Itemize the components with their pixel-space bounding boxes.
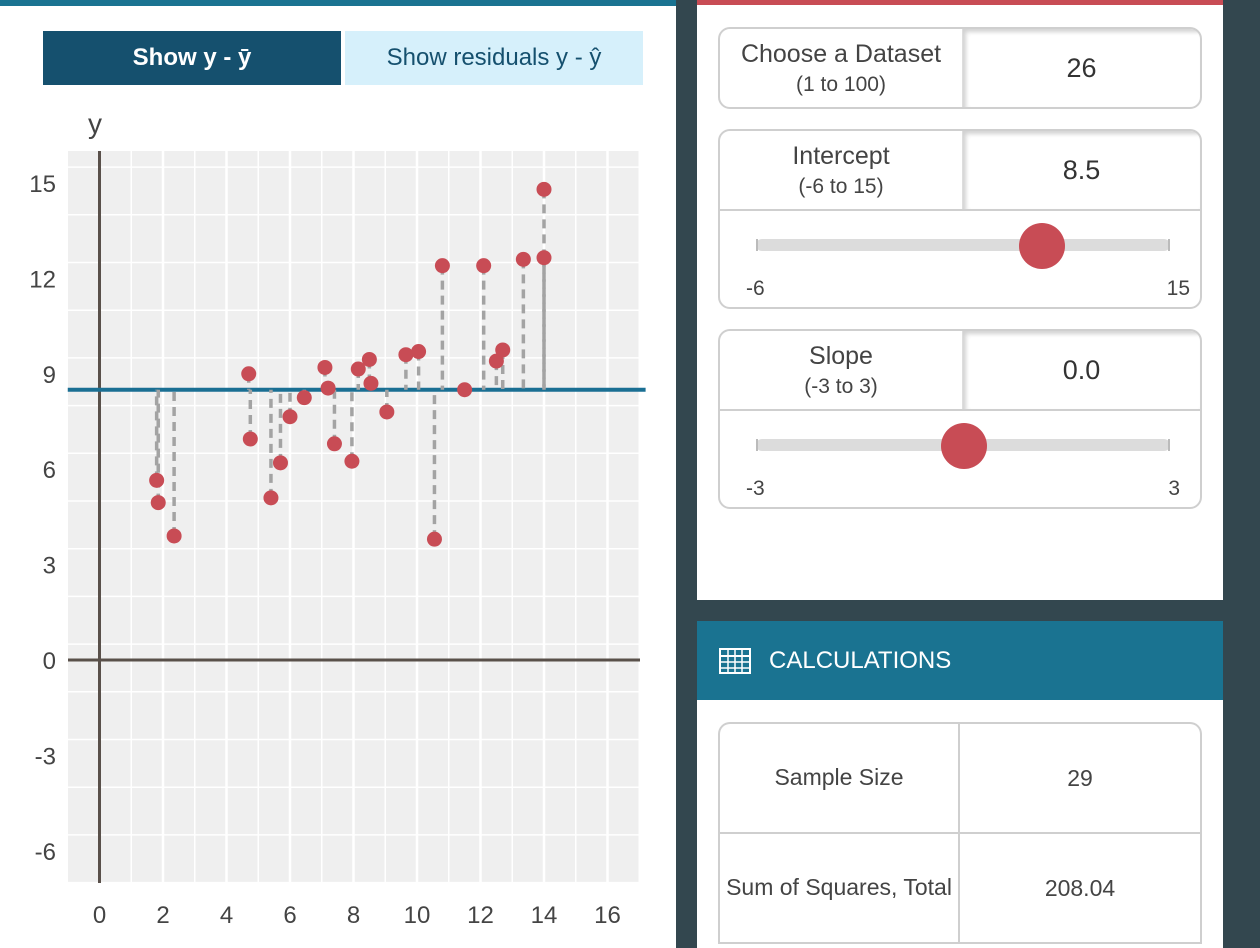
y-tick-label: -3 <box>35 743 56 770</box>
data-point <box>476 258 492 274</box>
calculations-table: Sample Size 29 Sum of Squares, Total 208… <box>718 722 1202 944</box>
sample-size-value: 29 <box>1067 764 1093 791</box>
x-tick-label: 6 <box>283 902 296 929</box>
calculations-header: CALCULATIONS <box>697 621 1223 700</box>
data-point <box>296 390 312 406</box>
show-deviation-button[interactable]: Show y - ȳ <box>43 31 341 85</box>
dataset-control: Choose a Dataset (1 to 100) 26 <box>718 27 1202 109</box>
controls-panel: Choose a Dataset (1 to 100) 26 Intercept… <box>697 0 1223 600</box>
data-point <box>488 353 504 369</box>
data-point <box>317 359 333 375</box>
data-point <box>344 453 360 469</box>
table-icon <box>719 647 751 674</box>
y-tick-label: 9 <box>43 362 56 389</box>
data-point <box>536 250 552 266</box>
show-residuals-button[interactable]: Show residuals y - ŷ <box>345 31 643 85</box>
data-point <box>263 490 279 506</box>
slope-input[interactable]: 0.0 <box>962 331 1200 409</box>
x-axis-label: x <box>621 939 635 948</box>
data-point <box>398 347 414 363</box>
dataset-range: (1 to 100) <box>796 72 886 96</box>
y-tick-label: -6 <box>35 839 56 866</box>
table-row: Sum of Squares, Total 208.04 <box>720 834 1200 944</box>
data-point <box>515 251 531 267</box>
data-point <box>241 366 257 382</box>
x-tick-label: 12 <box>467 902 494 929</box>
data-point <box>326 436 342 452</box>
data-point <box>379 404 395 420</box>
x-tick-label: 14 <box>531 902 558 929</box>
data-point <box>495 342 511 358</box>
y-tick-label: 12 <box>29 266 56 293</box>
data-point <box>166 528 182 544</box>
table-row: Sample Size 29 <box>720 724 1200 834</box>
plot-panel: Show y - ȳ Show residuals y - ŷ 0 2 4 6 8 10 1… <box>0 0 676 948</box>
intercept-slider-handle[interactable] <box>1019 223 1066 269</box>
intercept-min-label: -6 <box>746 277 765 300</box>
y-tick-label: 0 <box>43 648 56 675</box>
intercept-input[interactable]: 8.5 <box>962 131 1200 209</box>
data-point <box>282 409 298 425</box>
scatter-plot[interactable]: 0 2 4 6 8 10 12 14 16 -6 -3 0 3 6 9 12 15 y x <box>0 6 676 948</box>
calculations-panel: Sample Size 29 Sum of Squares, Total 208… <box>697 700 1223 948</box>
intercept-control: Intercept (-6 to 15) 8.5 -6 15 <box>718 129 1202 309</box>
intercept-range: (-6 to 15) <box>798 174 884 198</box>
data-point <box>361 351 377 367</box>
data-point <box>457 382 473 398</box>
y-axis-label: y <box>88 108 102 139</box>
data-point <box>536 181 552 197</box>
y-tick-label: 6 <box>43 457 56 484</box>
data-point <box>272 455 288 471</box>
x-tick-label: 2 <box>156 902 169 929</box>
x-tick-label: 16 <box>594 902 621 929</box>
slope-range: (-3 to 3) <box>804 374 878 398</box>
data-point <box>149 472 165 488</box>
x-tick-label: 8 <box>347 902 360 929</box>
x-tick-label: 0 <box>93 902 106 929</box>
slope-min-label: -3 <box>746 477 765 500</box>
intercept-label: Intercept <box>792 141 890 170</box>
data-point <box>350 361 366 377</box>
dataset-input[interactable]: 26 <box>962 29 1200 107</box>
data-point <box>426 531 442 547</box>
data-point <box>363 375 379 391</box>
data-point <box>434 258 450 274</box>
slope-label: Slope <box>809 341 873 370</box>
data-point <box>150 495 166 511</box>
calculations-title: CALCULATIONS <box>769 646 952 674</box>
intercept-max-label: 15 <box>1166 277 1190 300</box>
y-tick-label: 15 <box>29 171 56 198</box>
data-point <box>320 380 336 396</box>
x-tick-label: 4 <box>220 902 233 929</box>
ss-total-value: 208.04 <box>1044 874 1116 901</box>
data-point <box>411 344 427 360</box>
intercept-slider-track[interactable] <box>756 239 1170 251</box>
data-point <box>242 431 258 447</box>
slope-max-label: 3 <box>1168 477 1180 500</box>
slope-slider-handle[interactable] <box>941 423 987 469</box>
sample-size-label: Sample Size <box>720 724 960 832</box>
x-tick-label: 10 <box>404 902 431 929</box>
ss-total-label: Sum of Squares, Total <box>720 834 960 942</box>
slope-control: Slope (-3 to 3) 0.0 -3 3 <box>718 329 1202 509</box>
dataset-label: Choose a Dataset <box>740 39 942 68</box>
y-tick-label: 3 <box>43 553 56 580</box>
